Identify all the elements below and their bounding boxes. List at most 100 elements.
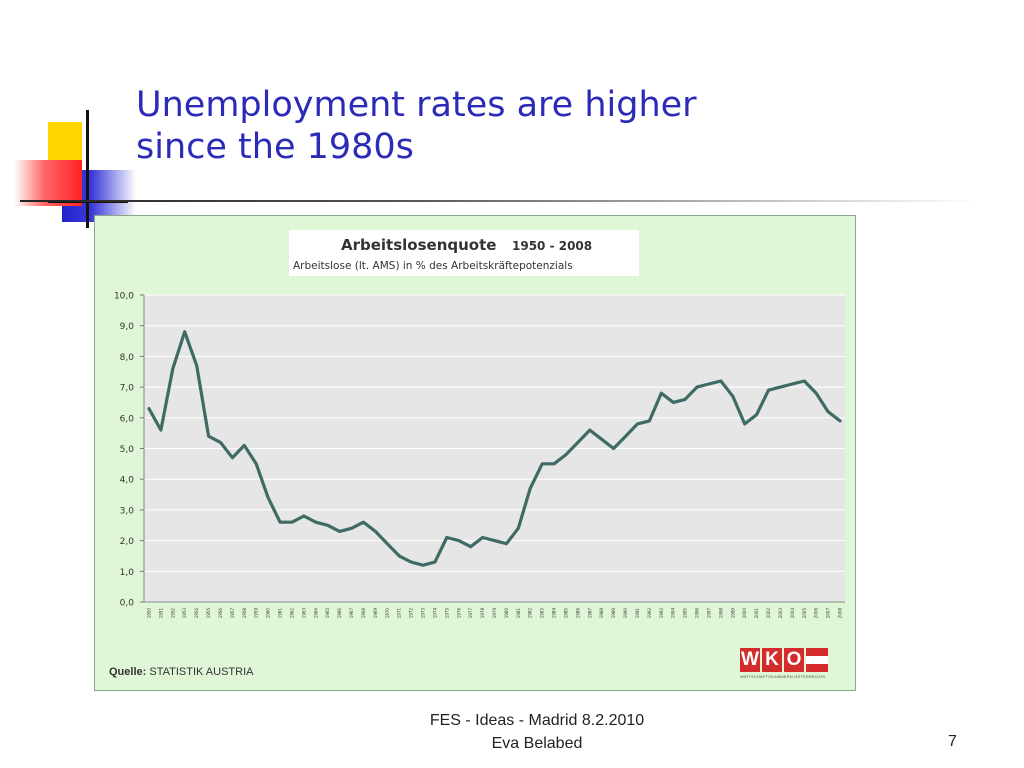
data-point (624, 435, 627, 438)
wko-letter-w: W (740, 648, 760, 672)
y-tick-label: 6,0 (120, 414, 135, 424)
decor-vertical-line (86, 110, 89, 228)
wko-subtitle: WIRTSCHAFTSKAMMERN ÖSTERREICHS (740, 674, 826, 679)
y-tick-label: 1,0 (120, 568, 135, 578)
y-tick-label: 8,0 (120, 353, 135, 363)
data-point (422, 564, 424, 566)
x-tick-label: 1995 (683, 608, 688, 619)
x-tick-label: 1994 (671, 608, 676, 619)
data-point (791, 383, 794, 385)
data-point (279, 521, 281, 523)
x-tick-label: 2002 (766, 608, 771, 619)
data-point (743, 423, 746, 425)
data-point (314, 521, 317, 523)
data-point (231, 456, 234, 459)
data-point (398, 555, 400, 557)
x-tick-label: 1991 (635, 608, 640, 619)
x-tick-label: 1951 (158, 608, 163, 619)
data-point (291, 521, 293, 523)
x-tick-label: 1986 (575, 608, 580, 619)
data-point (183, 331, 186, 333)
x-tick-label: 1973 (421, 608, 426, 619)
data-point (243, 444, 246, 447)
wko-logo: W K O WIRTSCHAFTSKAMMERN ÖSTERREICHS (740, 648, 840, 682)
x-tick-label: 1978 (480, 608, 485, 619)
chart-title-range: 1950 - 2008 (512, 239, 592, 253)
data-point (469, 545, 472, 548)
wko-letter-o: O (784, 648, 804, 672)
data-point (720, 380, 722, 382)
slide-title: Unemployment rates are higher since the … (136, 84, 836, 168)
x-tick-label: 1974 (432, 608, 437, 619)
data-point (529, 487, 532, 490)
austria-flag-icon (806, 648, 828, 672)
x-tick-label: 1998 (718, 608, 723, 619)
x-tick-label: 1999 (730, 608, 735, 619)
x-tick-label: 1990 (623, 608, 628, 619)
data-point (541, 463, 543, 465)
y-tick-label: 2,0 (120, 537, 135, 547)
x-tick-label: 2004 (790, 608, 795, 619)
x-tick-label: 1992 (647, 608, 652, 619)
x-tick-label: 1952 (170, 608, 175, 619)
x-tick-label: 1981 (516, 608, 521, 619)
x-tick-label: 2008 (838, 608, 843, 619)
data-point (457, 539, 460, 542)
x-tick-label: 1956 (218, 608, 223, 619)
unemployment-line-chart: Arbeitslosenquote 1950 - 2008 Arbeitslose … (114, 230, 845, 619)
slide-title-line-1: Unemployment rates are higher (136, 85, 697, 125)
x-tick-label: 1962 (289, 608, 294, 619)
x-tick-label: 1953 (182, 608, 187, 619)
x-tick-label: 1954 (194, 608, 199, 619)
data-point (672, 401, 675, 404)
data-point (434, 561, 436, 563)
data-point (493, 539, 496, 542)
data-point (303, 515, 305, 517)
data-point (338, 530, 341, 533)
source-value: STATISTIK AUSTRIA (149, 666, 254, 678)
data-point (517, 527, 520, 530)
page-number: 7 (948, 733, 957, 750)
x-tick-label: 1972 (409, 608, 414, 619)
x-tick-label: 1955 (206, 608, 211, 619)
data-point (577, 441, 579, 444)
data-point (589, 429, 591, 431)
x-tick-label: 1987 (587, 608, 592, 619)
data-point (148, 407, 150, 410)
data-point (839, 420, 841, 422)
x-tick-label: 1996 (695, 608, 700, 619)
data-point (755, 413, 758, 416)
data-point (267, 496, 269, 499)
x-tick-label: 1976 (456, 608, 461, 619)
x-tick-label: 2005 (802, 608, 807, 619)
x-tick-label: 1965 (325, 608, 330, 619)
x-tick-label: 1977 (468, 608, 473, 619)
data-point (505, 542, 508, 545)
x-tick-label: 1983 (540, 608, 545, 619)
data-point (207, 435, 210, 438)
x-tick-label: 1984 (552, 608, 557, 619)
x-tick-label: 1993 (659, 608, 664, 619)
data-point (636, 423, 639, 425)
data-point (600, 438, 603, 441)
data-point (386, 542, 389, 545)
chart-subtitle: Arbeitslose (lt. AMS) in % des Arbeitskr… (293, 260, 573, 272)
x-tick-label: 1964 (313, 608, 318, 619)
data-point (696, 386, 698, 388)
data-point (731, 395, 734, 398)
x-tick-label: 1957 (230, 608, 235, 619)
y-tick-label: 10,0 (114, 292, 134, 302)
x-tick-label: 1966 (337, 608, 342, 619)
x-tick-label: 1988 (599, 608, 604, 619)
chart-panel: Arbeitslosenquote 1950 - 2008 Arbeitslose … (94, 215, 856, 691)
x-tick-label: 1960 (266, 608, 271, 619)
data-point (350, 527, 353, 530)
chart-title-box (289, 230, 639, 276)
x-tick-label: 1971 (397, 608, 402, 619)
data-point (827, 410, 829, 413)
data-point (553, 463, 555, 465)
x-tick-label: 1982 (528, 608, 533, 619)
chart-source: Quelle: STATISTIK AUSTRIA (109, 666, 253, 678)
x-tick-label: 2007 (826, 608, 831, 619)
y-tick-label: 4,0 (120, 476, 135, 486)
